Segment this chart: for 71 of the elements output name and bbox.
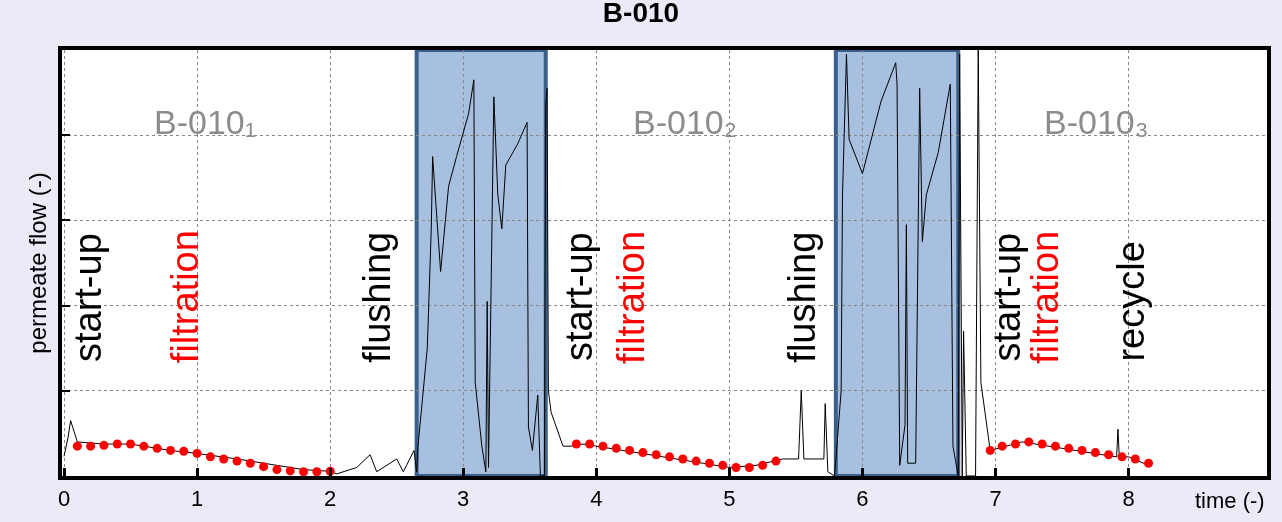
annotation: flushing bbox=[355, 231, 398, 363]
x-tick-label: 1 bbox=[190, 486, 204, 512]
point bbox=[245, 458, 255, 468]
point bbox=[625, 445, 635, 455]
point bbox=[758, 460, 768, 470]
x-tick-label: 3 bbox=[457, 486, 470, 512]
x-tick-label: 5 bbox=[723, 486, 736, 512]
annotation: start-up bbox=[986, 232, 1029, 362]
point bbox=[1037, 439, 1047, 449]
point bbox=[179, 446, 189, 456]
annotation: filtration bbox=[164, 230, 207, 364]
point bbox=[1130, 454, 1140, 464]
point bbox=[139, 441, 149, 451]
point bbox=[651, 450, 661, 460]
point bbox=[744, 462, 754, 472]
point bbox=[219, 454, 229, 464]
x-tick-label: 6 bbox=[856, 486, 869, 512]
point bbox=[985, 445, 995, 455]
point bbox=[165, 445, 175, 455]
x-axis-title: time (-) bbox=[1195, 488, 1265, 513]
point bbox=[1077, 445, 1087, 455]
point bbox=[598, 441, 608, 451]
chart-title: B-010 bbox=[602, 0, 680, 29]
point bbox=[638, 448, 648, 458]
x-tick-label: 2 bbox=[324, 486, 337, 512]
point bbox=[1010, 439, 1020, 449]
y-axis-title: permeate flow (-) bbox=[23, 172, 51, 354]
point bbox=[1024, 437, 1034, 447]
point bbox=[152, 443, 162, 453]
annotation: flushing bbox=[781, 231, 824, 363]
annotation: B-010₂ bbox=[633, 103, 737, 141]
point bbox=[99, 440, 109, 450]
point bbox=[232, 456, 242, 466]
annotation: recycle bbox=[1109, 241, 1152, 362]
annotation: B-010₁ bbox=[154, 103, 257, 141]
point bbox=[997, 441, 1007, 451]
point bbox=[731, 462, 741, 472]
point bbox=[112, 439, 122, 449]
annotation: B-010₃ bbox=[1044, 103, 1149, 141]
x-tick-label: 4 bbox=[590, 486, 603, 512]
point bbox=[126, 439, 136, 449]
annotation: start-up bbox=[66, 233, 109, 363]
point bbox=[571, 439, 581, 449]
point bbox=[664, 452, 674, 462]
x-tick-label: 0 bbox=[57, 486, 71, 512]
point bbox=[678, 454, 688, 464]
x-tick-label: 8 bbox=[1122, 486, 1135, 512]
point bbox=[86, 441, 96, 451]
point bbox=[259, 462, 269, 472]
point bbox=[272, 465, 282, 475]
point bbox=[312, 467, 322, 476]
point bbox=[718, 460, 728, 470]
point bbox=[1050, 441, 1060, 451]
point bbox=[1064, 443, 1074, 453]
point bbox=[691, 456, 701, 466]
point bbox=[704, 458, 714, 468]
annotation: filtration bbox=[609, 230, 652, 364]
point bbox=[771, 456, 781, 466]
point bbox=[299, 467, 309, 476]
point bbox=[1104, 450, 1114, 460]
annotation: start-up bbox=[557, 232, 600, 362]
point bbox=[285, 466, 295, 476]
point bbox=[611, 443, 621, 453]
point bbox=[1090, 448, 1100, 458]
point bbox=[585, 439, 595, 449]
point bbox=[1144, 458, 1154, 468]
point bbox=[72, 441, 82, 451]
point bbox=[192, 448, 202, 458]
point bbox=[1117, 452, 1127, 462]
x-tick-label: 7 bbox=[989, 486, 1002, 512]
point bbox=[205, 452, 215, 462]
